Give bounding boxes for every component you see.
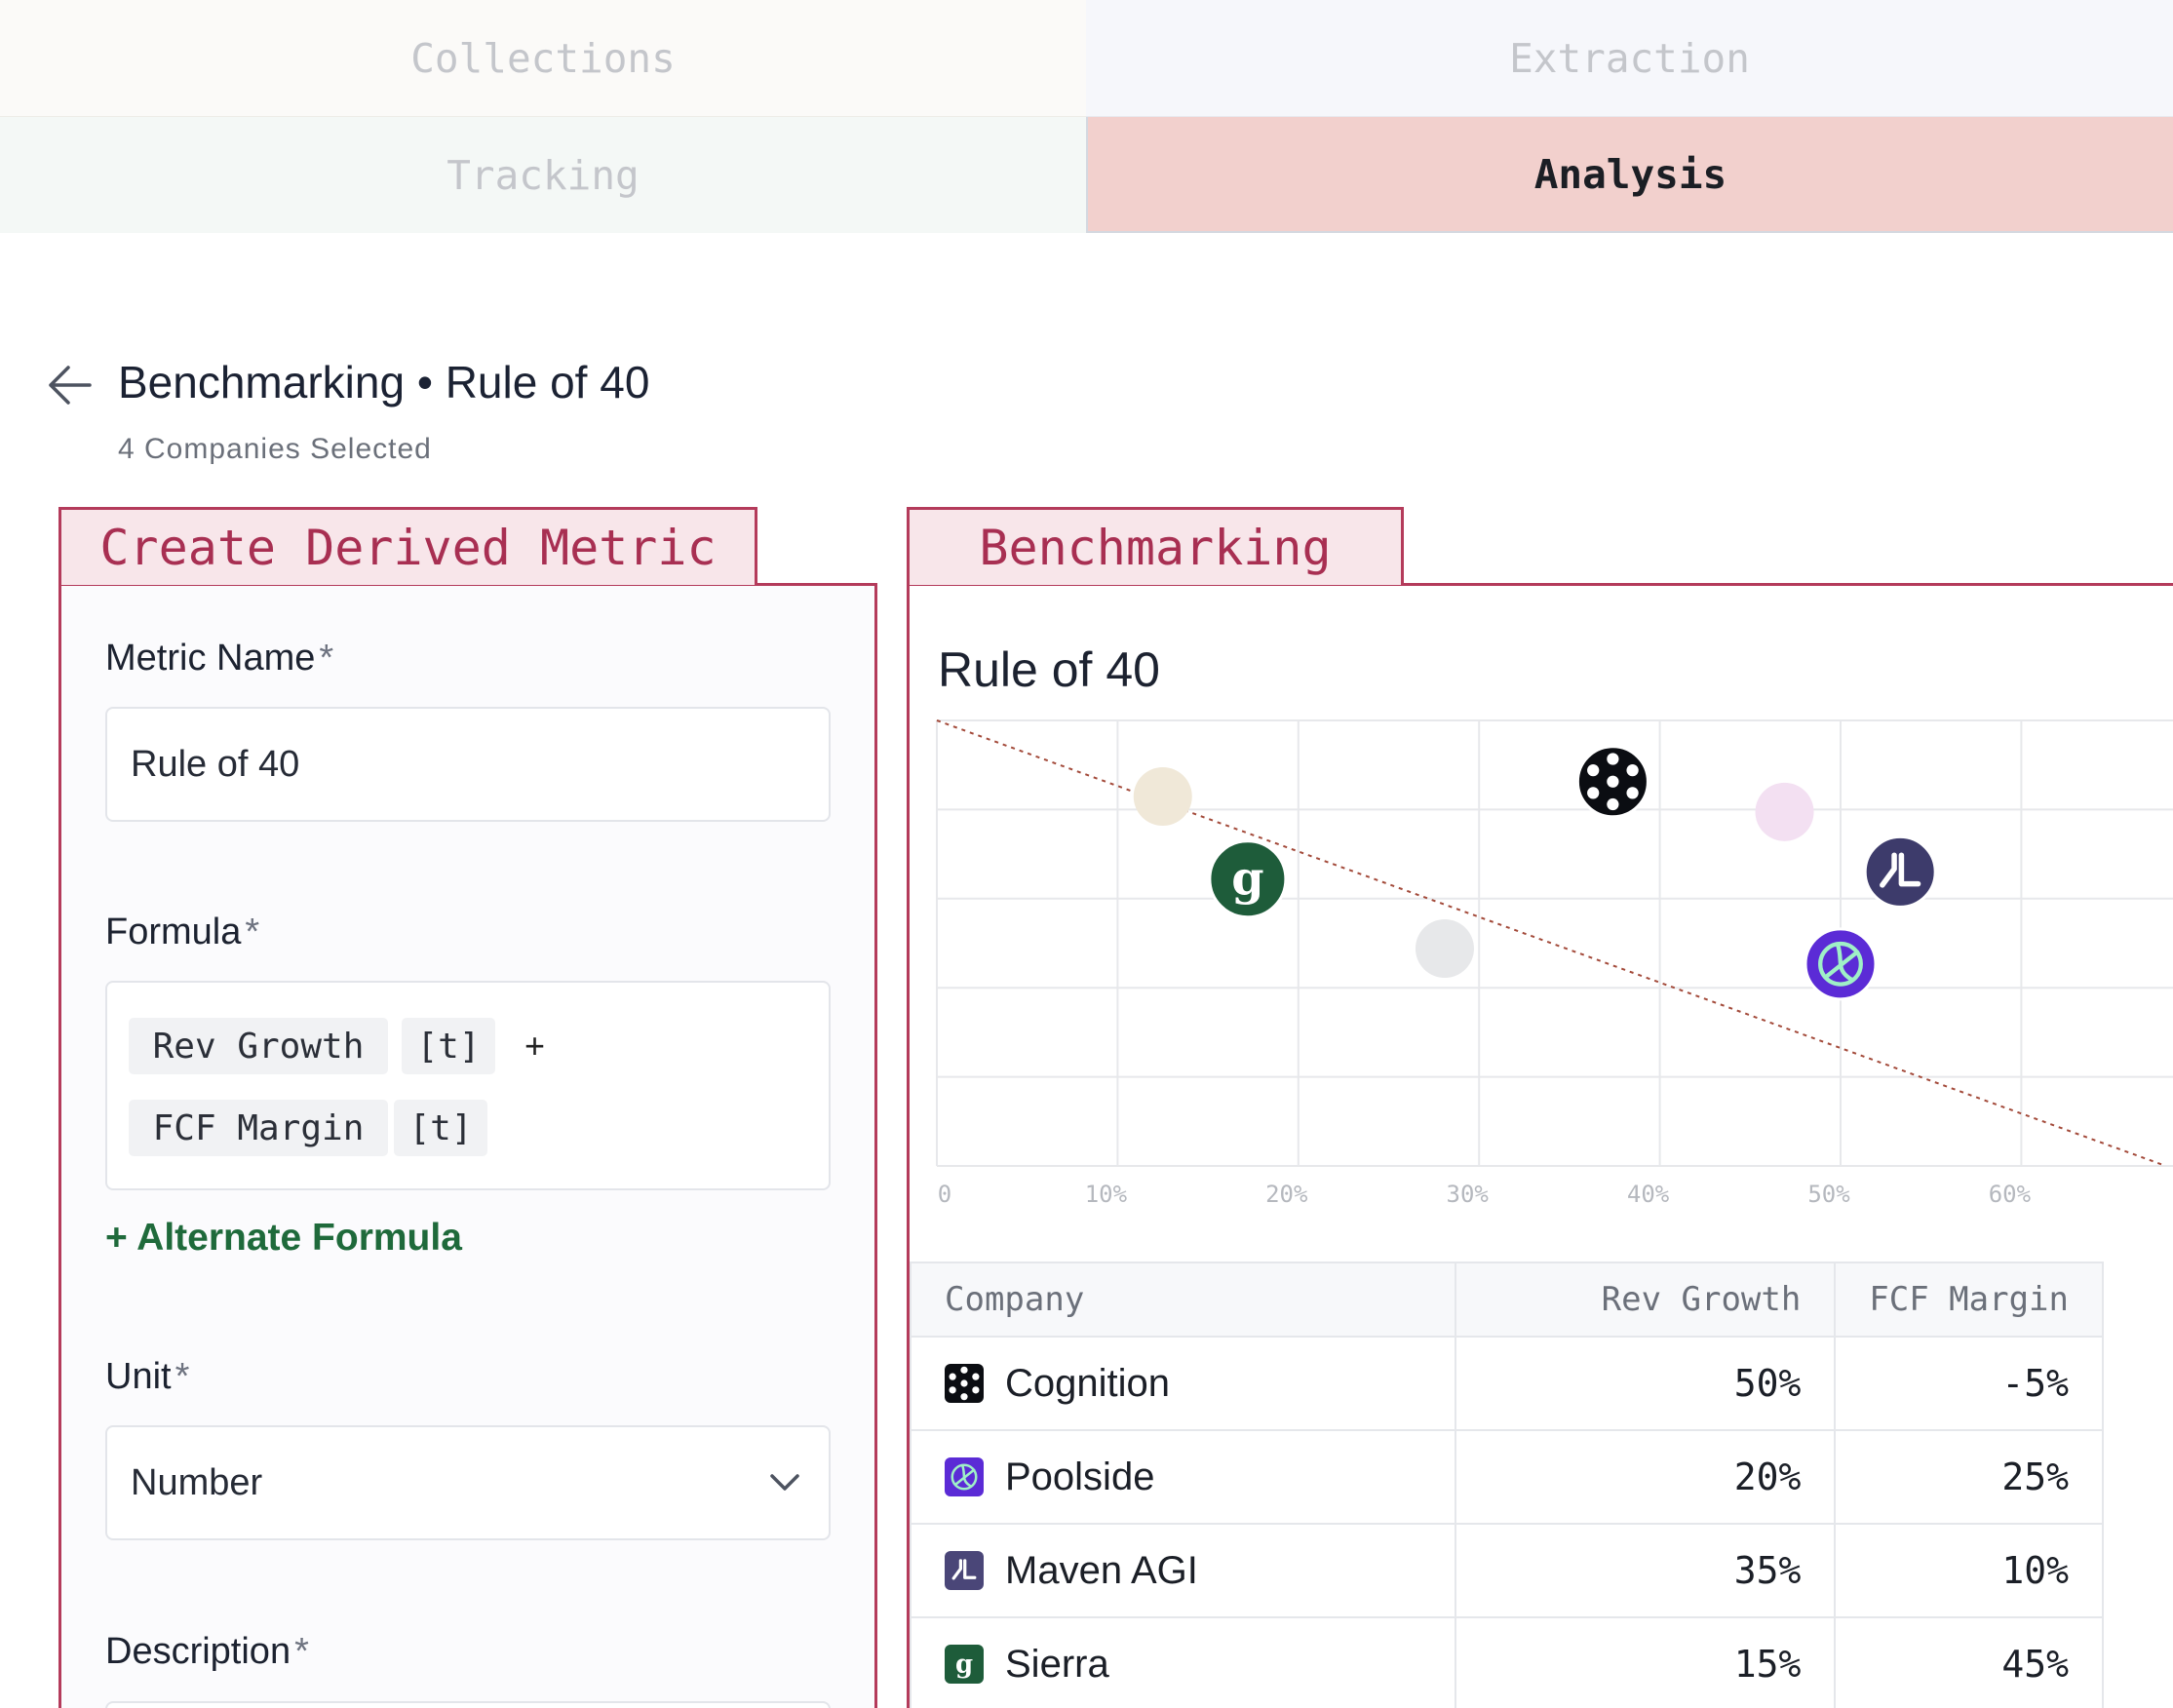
rev-growth-cell: 15% <box>1455 1616 1837 1708</box>
rev-growth-cell: 35% <box>1455 1523 1837 1618</box>
table-row[interactable]: g Sierra 15% 45% <box>909 1616 2104 1708</box>
formula-plus-operator: + <box>524 1026 546 1066</box>
company-cell: g Sierra <box>909 1616 1457 1708</box>
svg-text:g: g <box>955 1650 973 1680</box>
formula-token-period[interactable]: [t] <box>394 1100 487 1156</box>
formula-label-text: Formula <box>105 912 242 952</box>
metric-name-label-text: Metric Name <box>105 638 316 679</box>
column-header-company[interactable]: Company <box>909 1262 1457 1338</box>
column-header-rev-growth[interactable]: Rev Growth <box>1455 1262 1837 1338</box>
sierra-logo-icon: g <box>945 1645 984 1684</box>
page-subtitle: 4 Companies Selected <box>118 433 432 465</box>
company-name: Poolside <box>1005 1455 1155 1498</box>
table-header-row: Company Rev Growth FCF Margin <box>909 1262 2104 1338</box>
table-row[interactable]: Maven AGI 35% 10% <box>909 1523 2104 1618</box>
table-row[interactable]: Cognition 50% -5% <box>909 1336 2104 1431</box>
company-cell: Cognition <box>909 1336 1457 1431</box>
poolside-logo-icon <box>945 1457 984 1496</box>
page-title: Benchmarking • Rule of 40 <box>118 357 650 408</box>
metric-name-input[interactable]: Rule of 40 <box>105 707 831 822</box>
benchmark-table: Company Rev Growth FCF Margin Cognition 5… <box>909 1262 2104 1708</box>
rev-growth-cell: 50% <box>1455 1336 1837 1431</box>
fcf-margin-cell: -5% <box>1834 1336 2104 1431</box>
required-mark: * <box>319 638 334 679</box>
rev-growth-cell: 20% <box>1455 1429 1837 1525</box>
description-input[interactable] <box>105 1701 831 1708</box>
formula-token-fcf-margin[interactable]: FCF Margin <box>129 1100 388 1156</box>
formula-token-period[interactable]: [t] <box>402 1018 495 1074</box>
fcf-margin-cell: 10% <box>1834 1523 2104 1618</box>
required-mark: * <box>175 1356 190 1397</box>
tab-analysis[interactable]: Analysis <box>1086 117 2173 233</box>
tab-collections[interactable]: Collections <box>0 0 1086 117</box>
alternate-formula-link[interactable]: + Alternate Formula <box>105 1217 462 1259</box>
formula-editor[interactable]: Rev Growth [t] + FCF Margin [t] <box>105 981 831 1190</box>
company-name: Cognition <box>1005 1361 1171 1405</box>
unit-label: Unit * <box>105 1356 189 1398</box>
unit-select[interactable]: Number <box>105 1425 831 1540</box>
description-label-text: Description <box>105 1631 291 1672</box>
company-cell: Maven AGI <box>909 1523 1457 1618</box>
unit-label-text: Unit <box>105 1356 172 1397</box>
maven-logo-icon <box>945 1551 984 1590</box>
chevron-down-icon <box>770 1474 799 1491</box>
company-name: Sierra <box>1005 1642 1109 1686</box>
tab-extraction[interactable]: Extraction <box>1086 0 2173 117</box>
tab-tracking[interactable]: Tracking <box>0 117 1086 233</box>
cognition-logo-icon <box>945 1364 984 1403</box>
table-row[interactable]: Poolside 20% 25% <box>909 1429 2104 1525</box>
description-label: Description * <box>105 1631 309 1673</box>
fcf-margin-cell: 25% <box>1834 1429 2104 1525</box>
chart-title: Rule of 40 <box>938 642 1160 697</box>
company-cell: Poolside <box>909 1429 1457 1525</box>
fcf-margin-cell: 45% <box>1834 1616 2104 1708</box>
required-mark: * <box>245 912 260 952</box>
back-arrow-icon[interactable] <box>47 364 92 407</box>
required-mark: * <box>294 1631 309 1672</box>
formula-label: Formula * <box>105 912 259 953</box>
column-header-fcf-margin[interactable]: FCF Margin <box>1834 1262 2104 1338</box>
company-name: Maven AGI <box>1005 1548 1198 1592</box>
formula-token-rev-growth[interactable]: Rev Growth <box>129 1018 388 1074</box>
create-derived-metric-tab: Create Derived Metric <box>58 507 757 585</box>
unit-select-value: Number <box>131 1461 263 1503</box>
benchmarking-tab: Benchmarking <box>907 507 1404 585</box>
metric-name-label: Metric Name * <box>105 638 333 679</box>
